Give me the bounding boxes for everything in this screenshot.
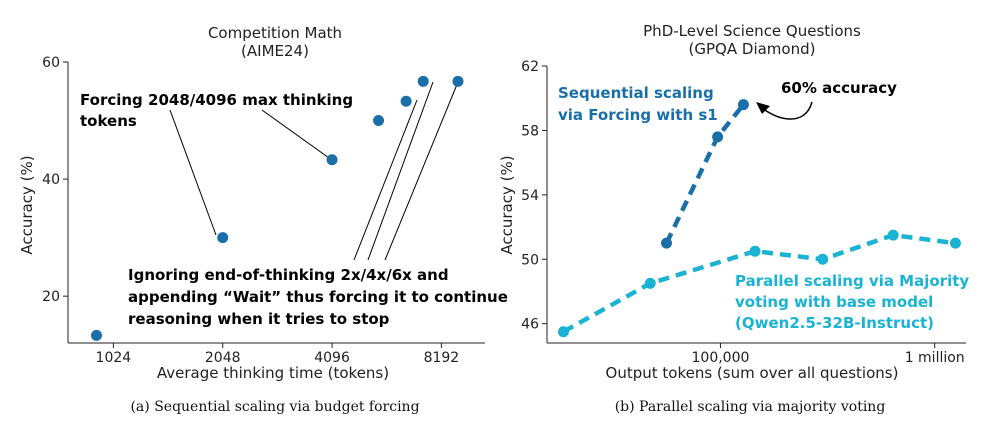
x-tick-label: 100,000 xyxy=(692,350,750,366)
caption-a: (a) Sequential scaling via budget forcin… xyxy=(130,399,419,415)
title-a: Competition Math xyxy=(208,24,342,42)
y-axis-label-a: Accuracy (%) xyxy=(18,155,36,254)
y-tick-label: 58 xyxy=(521,123,539,139)
y-tick-label: 20 xyxy=(42,289,60,305)
data-point xyxy=(949,237,961,249)
data-point xyxy=(217,232,229,244)
callout-arrow xyxy=(759,101,813,120)
leader-line-2x xyxy=(353,99,418,261)
data-point xyxy=(557,326,569,338)
y-axis-label-b: Accuracy (%) xyxy=(498,155,516,254)
x-axis-label-b: Output tokens (sum over all questions) xyxy=(606,364,899,382)
caption-b: (b) Parallel scaling via majority voting xyxy=(615,399,886,415)
data-point xyxy=(887,229,899,241)
subtitle-b: (GPQA Diamond) xyxy=(689,40,816,58)
data-point xyxy=(373,115,385,127)
points-b xyxy=(557,99,961,338)
annotation-ignoring-line1: Ignoring end-of-thinking 2x/4x/6x and xyxy=(128,266,449,284)
annotation-sequential-line1: Sequential scaling xyxy=(558,84,714,102)
x-tick-label: 8192 xyxy=(424,350,460,366)
y-tick-label: 54 xyxy=(521,188,539,204)
y-tick-label: 40 xyxy=(42,172,60,188)
leader-line-4x xyxy=(367,81,434,261)
data-point xyxy=(817,253,829,265)
callout-arrowhead xyxy=(756,102,770,114)
y-ticks-b: 46 50 54 58 62 xyxy=(521,59,547,333)
y-tick-label: 60 xyxy=(42,55,60,71)
y-tick-label: 46 xyxy=(521,317,539,333)
panel-b: PhD-Level Science Questions (GPQA Diamon… xyxy=(498,22,969,415)
data-point xyxy=(749,245,761,257)
x-tick-label: 2048 xyxy=(205,350,241,366)
leader-line-6x xyxy=(384,81,459,261)
y-ticks-a: 20 40 60 xyxy=(42,55,68,305)
x-tick-label: 4096 xyxy=(314,350,350,366)
leader-line-4096 xyxy=(261,109,330,159)
data-point xyxy=(661,237,673,249)
data-point xyxy=(90,329,102,341)
annotation-forcing-line2: tokens xyxy=(80,112,137,130)
data-point xyxy=(712,131,724,143)
annotation-ignoring-line2: appending “Wait” thus forcing it to cont… xyxy=(128,288,508,306)
y-tick-label: 62 xyxy=(521,59,539,75)
x-tick-label: 1 million xyxy=(905,350,965,366)
data-point xyxy=(400,95,412,107)
annotation-parallel-line1: Parallel scaling via Majority xyxy=(735,272,969,290)
y-tick-label: 50 xyxy=(521,252,539,268)
title-b: PhD-Level Science Questions xyxy=(643,22,861,40)
annotation-parallel-line2: voting with base model xyxy=(735,293,933,311)
annotation-accuracy-callout: 60% accuracy xyxy=(781,79,897,97)
panel-a: Competition Math (AIME24) 20 40 60 1024 204… xyxy=(18,24,508,415)
x-ticks-a: 1024 2048 4096 8192 xyxy=(96,343,460,366)
data-point xyxy=(644,277,656,289)
annotation-sequential-line2: via Forcing with s1 xyxy=(558,106,718,124)
x-axis-label-a: Average thinking time (tokens) xyxy=(157,364,389,382)
data-point xyxy=(452,75,464,87)
subtitle-a: (AIME24) xyxy=(241,42,309,60)
annotation-ignoring-line3: reasoning when it tries to stop xyxy=(128,310,390,328)
data-point xyxy=(417,75,429,87)
x-tick-label: 1024 xyxy=(96,350,132,366)
annotation-forcing-line1: Forcing 2048/4096 max thinking xyxy=(80,91,353,109)
series-line-parallel xyxy=(562,232,956,334)
data-point xyxy=(326,154,338,166)
annotation-parallel-line3: (Qwen2.5-32B-Instruct) xyxy=(735,314,934,332)
x-ticks-b: 100,000 1 million xyxy=(692,343,965,366)
data-point xyxy=(737,99,749,111)
series-line-sequential xyxy=(664,103,746,245)
leader-line-2048 xyxy=(169,109,217,236)
points-a xyxy=(90,75,464,341)
